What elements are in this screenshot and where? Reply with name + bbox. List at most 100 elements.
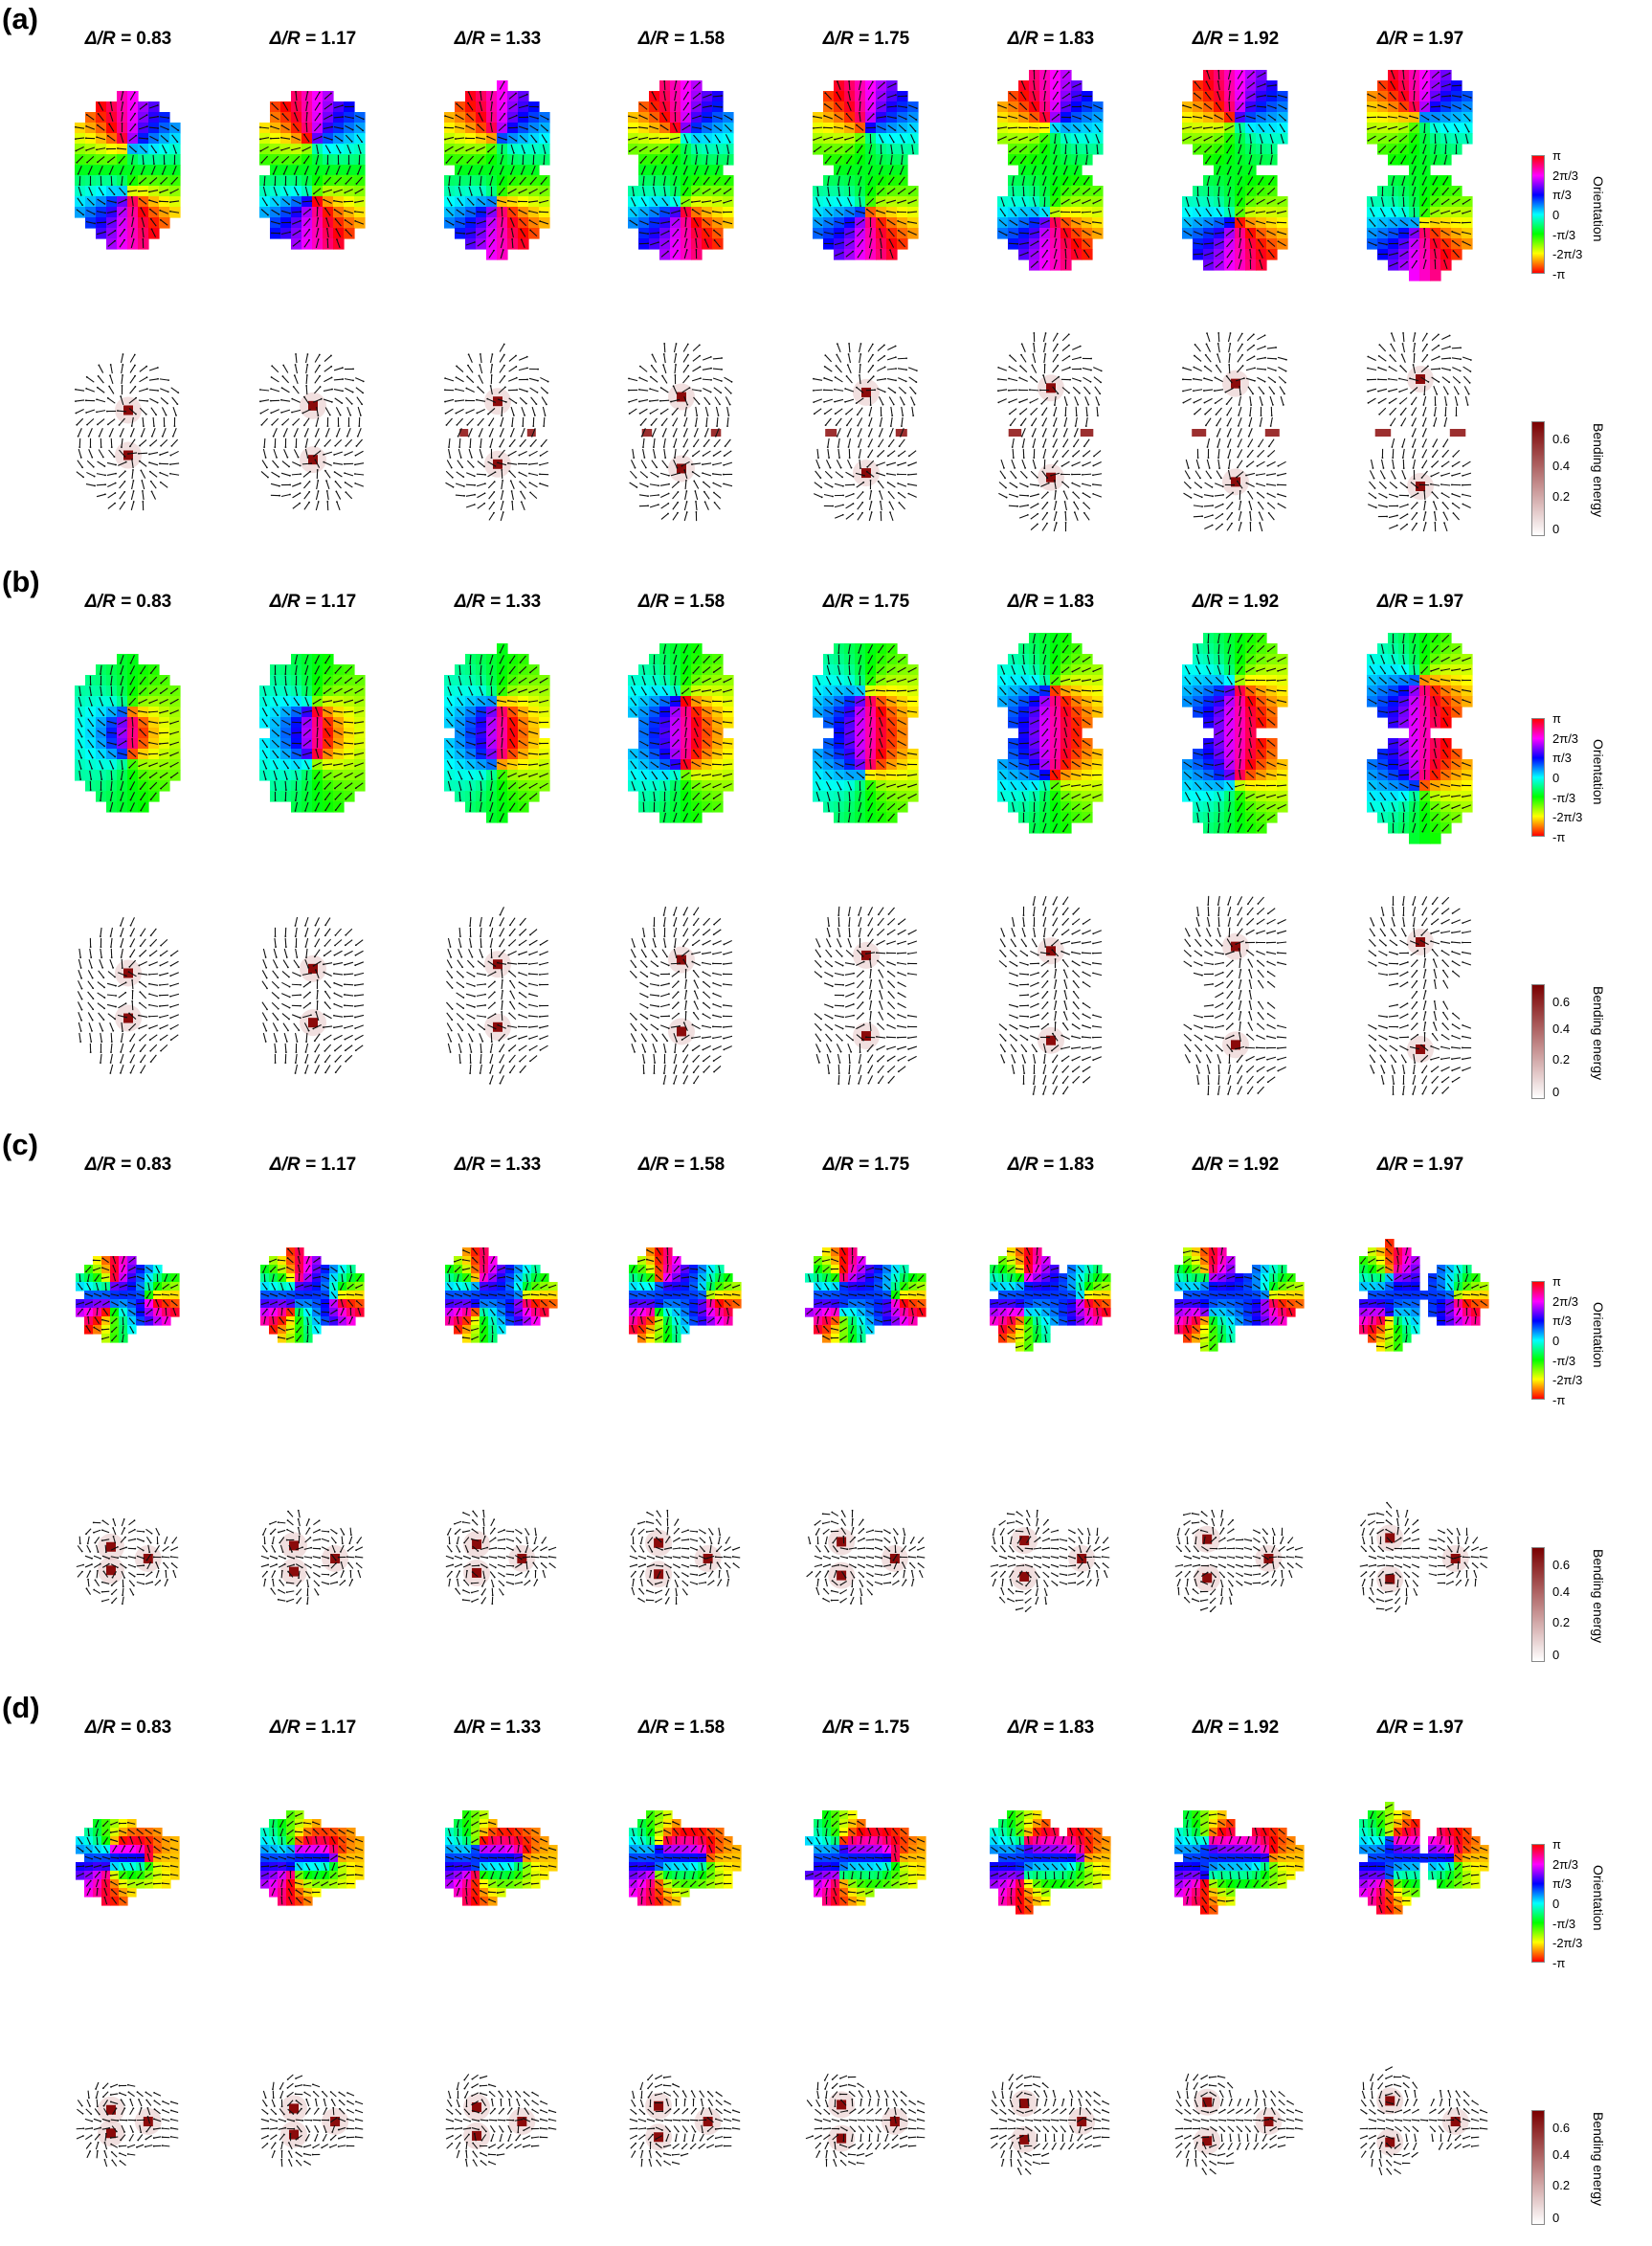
director-arrow [877, 345, 885, 351]
arrow-head [341, 140, 344, 143]
director-arrow [823, 377, 834, 382]
director-arrow [1256, 346, 1266, 350]
director-arrow [683, 166, 688, 174]
director-arrow [836, 365, 842, 373]
arrow-head [108, 435, 111, 438]
arrow-head [677, 491, 680, 493]
arrow-head [1226, 435, 1229, 438]
director-arrow [674, 101, 677, 112]
director-arrow [684, 217, 687, 228]
director-arrow [1226, 396, 1233, 405]
arrow-head [1030, 150, 1033, 153]
arrow-head [1266, 230, 1269, 233]
director-arrow [466, 388, 475, 393]
director-arrow [446, 417, 453, 426]
director-arrow [827, 175, 830, 186]
arrow-head [813, 115, 815, 118]
arrow-head [284, 446, 287, 449]
arrow-head [672, 424, 675, 427]
arrow-head [662, 353, 665, 355]
arrow-head [856, 414, 859, 416]
arrow-head [870, 228, 873, 230]
arrow-head [1267, 455, 1270, 458]
director-arrow [1073, 502, 1080, 510]
director-arrow [651, 365, 658, 373]
director-arrow [500, 238, 504, 249]
director-arrow [110, 101, 113, 112]
arrow-head [720, 380, 723, 382]
director-arrow [695, 406, 698, 416]
director-arrow [160, 176, 168, 185]
director-arrow [499, 113, 505, 122]
director-arrow [847, 166, 852, 174]
arrow-head [638, 126, 640, 128]
director-arrow [1239, 238, 1241, 249]
director-arrow [1266, 84, 1277, 87]
arrow-head [494, 202, 497, 205]
director-arrow [88, 187, 93, 195]
arrow-head [317, 238, 320, 240]
arrow-head [685, 511, 688, 513]
arrow-head [279, 484, 280, 487]
arrow-head [1037, 240, 1039, 243]
arrow-head [698, 141, 701, 143]
arrow-head [153, 163, 155, 165]
director-arrow [1259, 259, 1263, 270]
arrow-head [1214, 402, 1217, 405]
arrow-head [525, 93, 528, 96]
arrow-head [659, 150, 662, 152]
arrow-head [889, 511, 891, 514]
arrow-head [1018, 139, 1021, 142]
director-arrow [651, 197, 658, 206]
director-arrow [1246, 460, 1255, 467]
director-arrow [499, 344, 505, 352]
director-arrow [530, 438, 537, 447]
arrow-head [686, 141, 689, 144]
arrow-head [1181, 116, 1184, 119]
arrow-head [651, 435, 654, 438]
director-arrow [1266, 367, 1277, 371]
arrow-head [823, 377, 826, 379]
arrow-head [520, 238, 523, 241]
director-arrow [334, 209, 343, 215]
director-arrow [86, 114, 95, 121]
arrow-head [278, 213, 280, 215]
arrow-head [167, 379, 169, 382]
arrow-head [1071, 464, 1074, 467]
arrow-head [883, 81, 885, 84]
arrow-head [1194, 344, 1196, 346]
director-arrow [539, 199, 549, 204]
director-arrow [1266, 211, 1277, 213]
director-arrow [672, 512, 679, 521]
director-arrow [280, 231, 291, 236]
director-arrow [878, 176, 884, 185]
arrow-head [1082, 202, 1084, 205]
arrow-head [543, 163, 546, 166]
director-arrow [1083, 188, 1091, 194]
director-arrow [703, 491, 710, 500]
arrow-head [1193, 103, 1195, 106]
arrow-head [289, 474, 291, 477]
arrow-head [1254, 379, 1256, 382]
director-arrow [650, 146, 659, 152]
arrow-head [456, 423, 458, 426]
arrow-head [884, 115, 886, 118]
arrow-head [638, 389, 640, 391]
arrow-head [1055, 511, 1058, 513]
director-arrow [86, 376, 95, 383]
arrow-head [1042, 457, 1045, 459]
director-arrow [110, 438, 113, 448]
director-arrow [260, 408, 269, 415]
director-arrow [324, 355, 332, 362]
director-arrow [856, 397, 864, 404]
arrow-head [1212, 233, 1214, 236]
director-arrow [1215, 397, 1223, 404]
arrow-head [1043, 101, 1046, 103]
director-arrow [1052, 365, 1059, 373]
arrow-head [1193, 127, 1194, 130]
director-arrow [1072, 491, 1081, 500]
arrow-head [490, 111, 493, 114]
director-arrow [354, 473, 365, 476]
director-arrow [1019, 408, 1028, 415]
arrow-head [686, 403, 689, 406]
